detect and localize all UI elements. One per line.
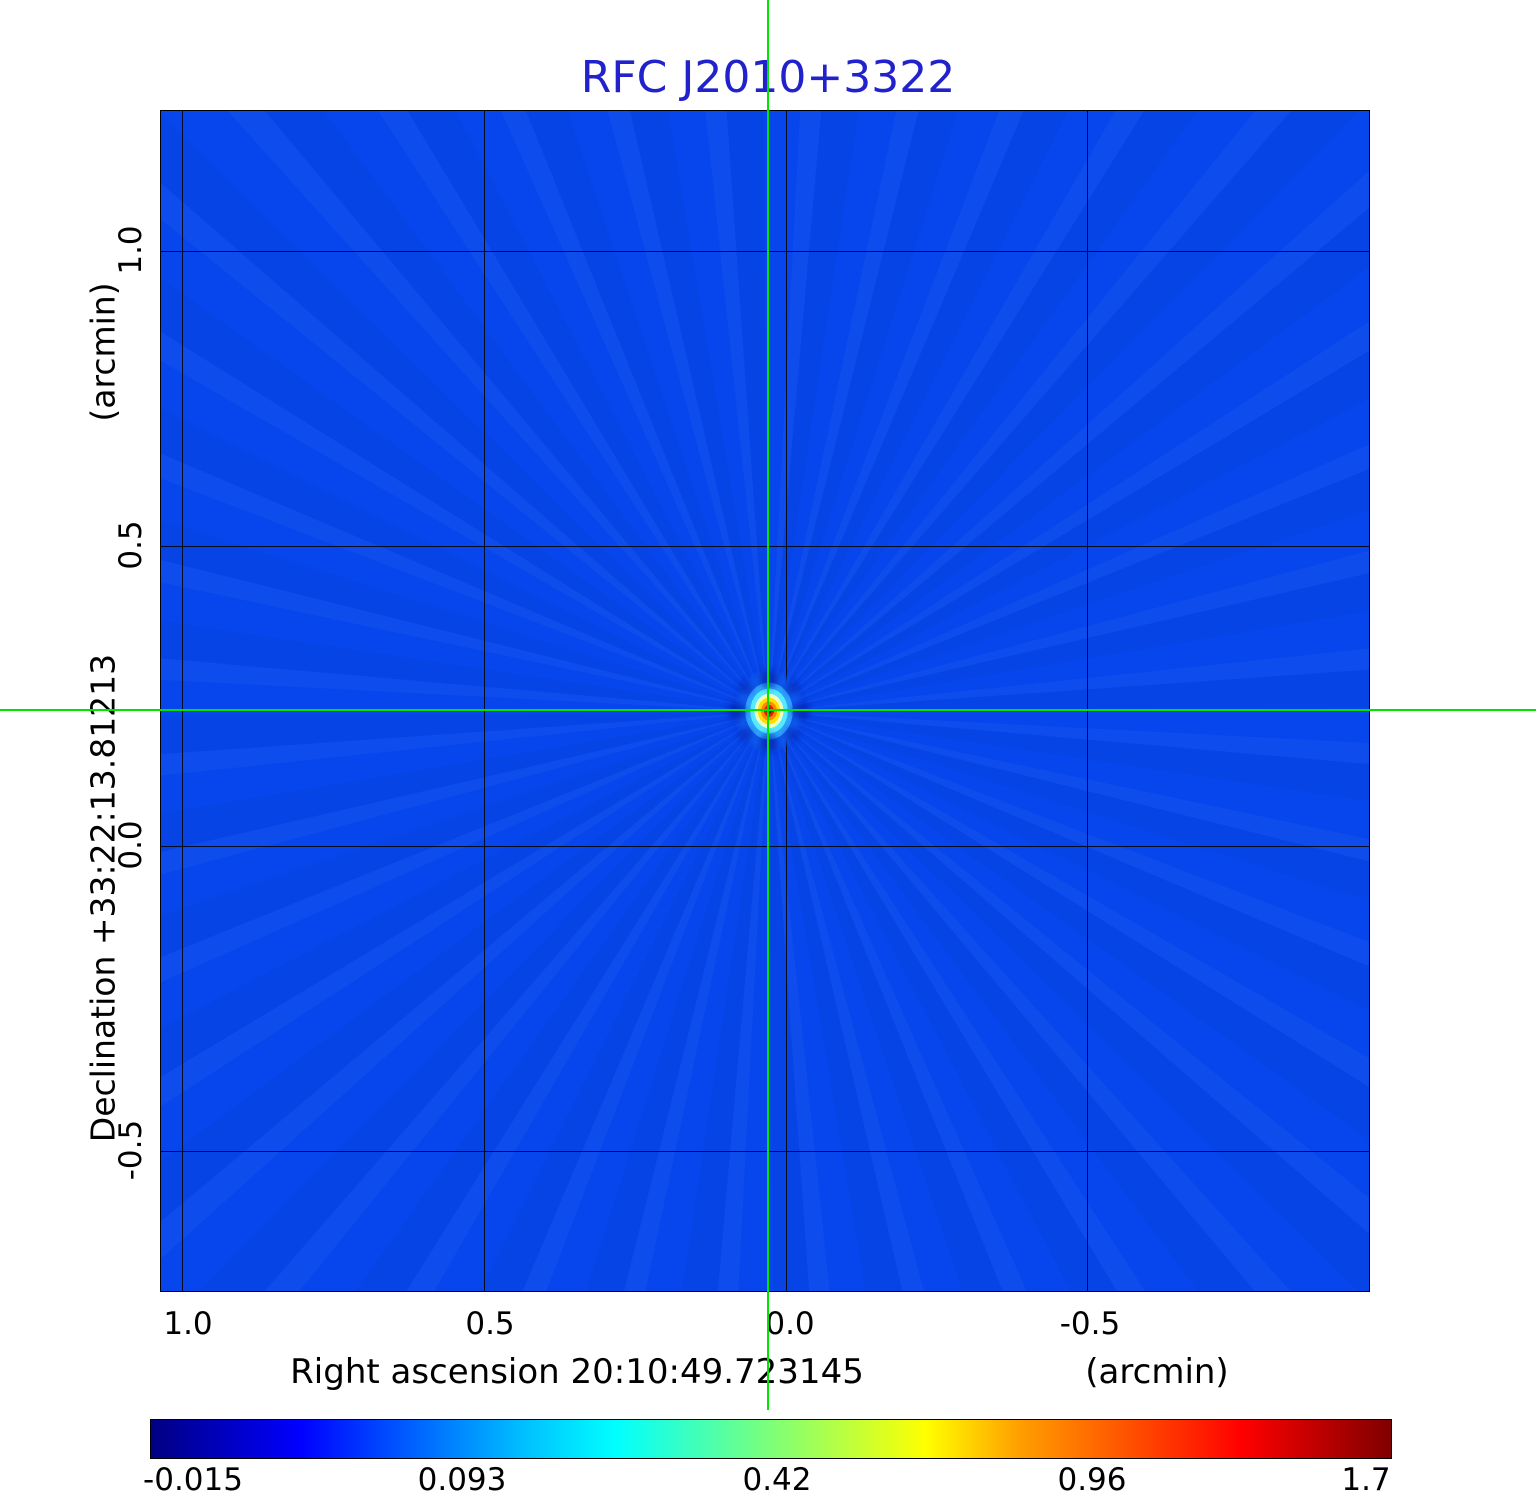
- crosshair-horizontal-line: [0, 709, 1536, 711]
- x-tick-label: -0.5: [1059, 1306, 1121, 1342]
- crosshair-vertical-line: [767, 0, 769, 1410]
- gridline-vertical: [1087, 111, 1088, 1291]
- x-axis-unit-label: (arcmin): [1085, 1352, 1229, 1392]
- colorbar-tick-label: 0.42: [742, 1462, 812, 1498]
- source-peak: [733, 668, 805, 754]
- colorbar-tick-label: 1.7: [1341, 1462, 1391, 1498]
- gridline-vertical: [484, 111, 485, 1291]
- gridline-horizontal: [161, 1151, 1369, 1152]
- x-axis-title: Right ascension 20:10:49.723145: [290, 1352, 864, 1392]
- x-tick-label: 0.0: [765, 1306, 815, 1342]
- colorbar-tick-label: -0.015: [143, 1462, 243, 1498]
- gridline-horizontal: [161, 251, 1369, 252]
- y-tick-label: -0.5: [113, 1119, 149, 1181]
- x-tick-label: 1.0: [163, 1306, 213, 1342]
- y-axis-unit-label: (arcmin): [83, 282, 123, 422]
- colorbar-tick-label: 0.093: [417, 1462, 507, 1498]
- y-tick-label: 1.0: [113, 225, 149, 275]
- y-axis-title: Declination +33:22:13.81213: [83, 653, 123, 1143]
- source-sidelobes: [763, 705, 775, 717]
- x-tick-label: 0.5: [465, 1306, 515, 1342]
- gridline-vertical: [182, 111, 183, 1291]
- colorbar-tick-label: 0.96: [1057, 1462, 1127, 1498]
- colorbar-gradient: [150, 1419, 1392, 1459]
- gridline-horizontal: [161, 546, 1369, 547]
- plot-area: [160, 110, 1370, 1292]
- y-tick-label: 0.0: [113, 820, 149, 870]
- y-tick-label: 0.5: [113, 520, 149, 570]
- gridline-horizontal: [161, 846, 1369, 847]
